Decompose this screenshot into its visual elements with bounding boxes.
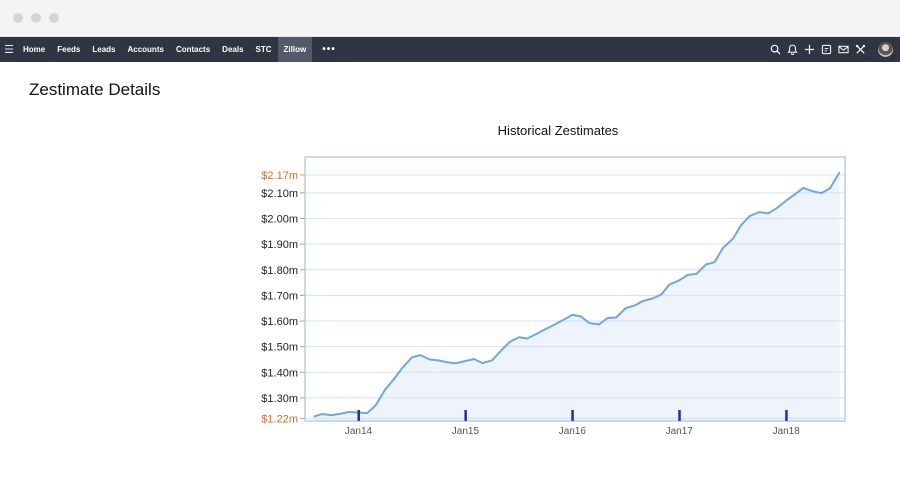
nav-item-contacts[interactable]: Contacts (175, 45, 211, 54)
nav-item-stc[interactable]: STC (255, 45, 272, 54)
y-tick-label: $1.60m (261, 316, 298, 328)
y-tick-label: $1.70m (261, 290, 298, 302)
x-tick-label: Jan15 (452, 426, 480, 437)
more-menu-button[interactable]: ••• (322, 44, 336, 55)
chart-title: Historical Zestimates (498, 123, 619, 138)
nav-item-leads[interactable]: Leads (92, 45, 116, 54)
bell-icon[interactable] (784, 37, 801, 62)
mail-icon[interactable] (835, 37, 852, 62)
window-close-dot[interactable] (13, 13, 23, 23)
calendar-icon[interactable] (818, 37, 835, 62)
series-area-fill (313, 172, 840, 421)
window-maximize-dot[interactable] (49, 13, 59, 23)
x-tick-label: Jan16 (559, 426, 587, 437)
y-tick-label: $1.40m (261, 367, 298, 379)
page-title: Zestimate Details (29, 80, 161, 99)
y-tick-label: $1.90m (261, 239, 298, 251)
y-tick-label: $2.17m (261, 170, 298, 182)
search-icon[interactable] (767, 37, 784, 62)
nav-item-accounts[interactable]: Accounts (127, 45, 164, 54)
window-titlebar (0, 0, 900, 37)
plus-icon[interactable] (801, 37, 818, 62)
y-tick-label: $2.10m (261, 188, 298, 200)
avatar[interactable] (878, 42, 893, 57)
nav-item-feeds[interactable]: Feeds (57, 45, 81, 54)
tools-icon[interactable] (852, 37, 869, 62)
y-tick-label: $2.00m (261, 214, 298, 226)
x-tick-marker (785, 410, 788, 421)
nav-icon-group (767, 37, 900, 62)
window-minimize-dot[interactable] (31, 13, 41, 23)
top-nav: ☰ Home Feeds Leads Accounts Contacts Dea… (0, 37, 900, 62)
x-tick-marker (357, 410, 360, 421)
nav-item-home[interactable]: Home (23, 45, 46, 54)
x-tick-label: Jan17 (666, 426, 694, 437)
x-tick-label: Jan18 (773, 426, 801, 437)
y-tick-label: $1.80m (261, 265, 298, 277)
x-tick-marker (464, 410, 467, 421)
y-tick-label: $1.22m (261, 413, 298, 425)
x-tick-label: Jan14 (345, 426, 373, 437)
y-tick-label: $1.30m (261, 393, 298, 405)
y-tick-label: $1.50m (261, 342, 298, 354)
series-line (313, 171, 841, 418)
hamburger-icon[interactable]: ☰ (4, 44, 14, 56)
plot-frame (304, 156, 846, 422)
nav-item-deals[interactable]: Deals (222, 45, 244, 54)
nav-item-zillow[interactable]: Zillow (277, 37, 313, 62)
x-tick-marker (678, 410, 681, 421)
x-tick-marker (571, 410, 574, 421)
